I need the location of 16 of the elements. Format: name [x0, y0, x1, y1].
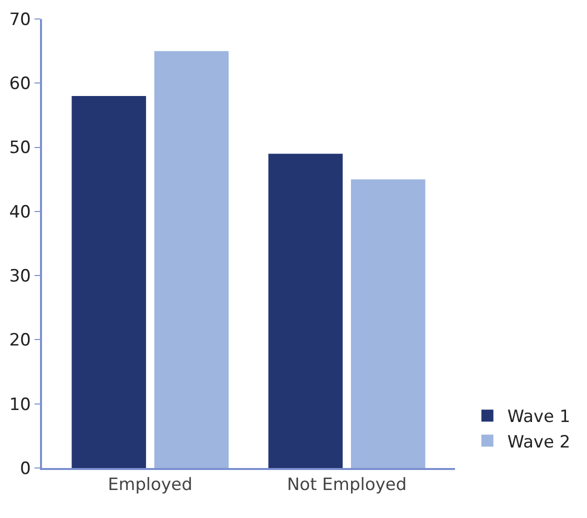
- bar: [268, 154, 343, 468]
- legend-label: Wave 1: [507, 407, 570, 428]
- y-tick-label: 50: [9, 138, 31, 158]
- y-tick-label: 70: [9, 10, 31, 30]
- y-tick-label: 30: [9, 266, 31, 287]
- y-tick-label: 20: [9, 330, 31, 351]
- y-tick-label: 0: [20, 458, 31, 479]
- bar: [154, 51, 229, 468]
- bar: [72, 96, 146, 468]
- y-tick-label: 40: [9, 202, 31, 222]
- bar: [350, 179, 426, 468]
- y-tick-label: 10: [9, 394, 31, 415]
- legend-label: Wave 2: [507, 432, 570, 452]
- y-tick-label: 60: [9, 74, 31, 94]
- x-tick-label: Employed: [108, 475, 192, 496]
- x-tick-label: Not Employed: [286, 475, 407, 496]
